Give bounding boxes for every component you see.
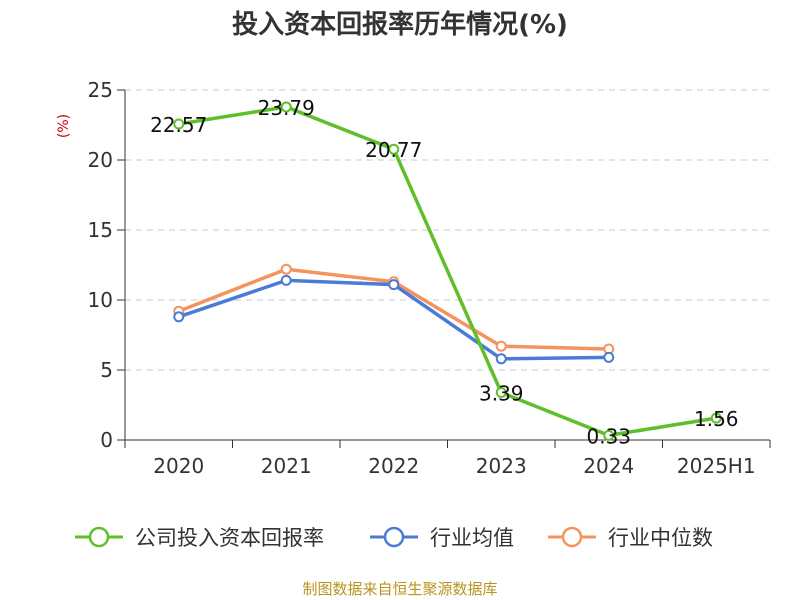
y-tick-label: 20: [88, 148, 113, 172]
legend-item[interactable]: 行业均值: [370, 526, 514, 550]
x-tick-label: 2023: [476, 454, 527, 478]
y-tick-label: 10: [88, 288, 113, 312]
data-point: [173, 118, 185, 130]
x-tick-label: 2021: [261, 454, 312, 478]
data-point: [495, 340, 507, 352]
data-point: [388, 279, 400, 291]
data-point: [495, 387, 507, 399]
data-point: [388, 143, 400, 155]
legend-label: 行业中位数: [608, 526, 713, 550]
legend-swatch-marker: [88, 526, 110, 548]
data-point: [280, 263, 292, 275]
legend-label: 公司投入资本回报率: [135, 526, 324, 550]
legend-label: 行业均值: [430, 526, 514, 550]
data-label: 22.57: [150, 113, 207, 137]
chart-title: 投入资本回报率历年情况(%): [232, 9, 568, 40]
x-tick-label: 2020: [153, 454, 204, 478]
axes: 0 5 10 15 20 25 2020 2021 2022 2023 2024 2025H1: [88, 78, 771, 478]
legend-item[interactable]: 公司投入资本回报率: [75, 526, 324, 550]
legend-swatch-marker: [561, 526, 583, 548]
y-axis-label: (%): [56, 114, 72, 138]
y-tick-label: 5: [100, 358, 113, 382]
data-label: 1.56: [694, 407, 739, 431]
series-line: [178, 105, 717, 438]
legend: 公司投入资本回报率 行业均值 行业中位数: [75, 526, 713, 550]
data-point: [495, 353, 507, 365]
legend-swatch-marker: [383, 526, 405, 548]
data-point: [173, 311, 185, 323]
x-tick-label: 2024: [583, 454, 634, 478]
series-layer: [173, 101, 722, 441]
y-tick-label: 0: [100, 428, 113, 452]
data-point: [603, 351, 615, 363]
data-point: [603, 429, 615, 441]
data-labels: 22.57 23.79 20.77 3.39 0.33 1.56: [150, 96, 738, 448]
source-note: 制图数据来自恒生聚源数据库: [302, 580, 497, 598]
y-tick-label: 15: [88, 218, 113, 242]
data-point: [280, 101, 292, 113]
y-tick-label: 25: [88, 78, 113, 102]
data-label: 20.77: [365, 138, 422, 162]
grid: [125, 89, 770, 371]
data-point: [710, 412, 722, 424]
x-tick-label: 2022: [368, 454, 419, 478]
data-label: 0.33: [586, 424, 631, 448]
data-label: 23.79: [258, 96, 315, 120]
legend-item[interactable]: 行业中位数: [548, 526, 713, 550]
x-tick-label: 2025H1: [677, 454, 756, 478]
data-point: [280, 274, 292, 286]
data-label: 3.39: [479, 382, 524, 406]
